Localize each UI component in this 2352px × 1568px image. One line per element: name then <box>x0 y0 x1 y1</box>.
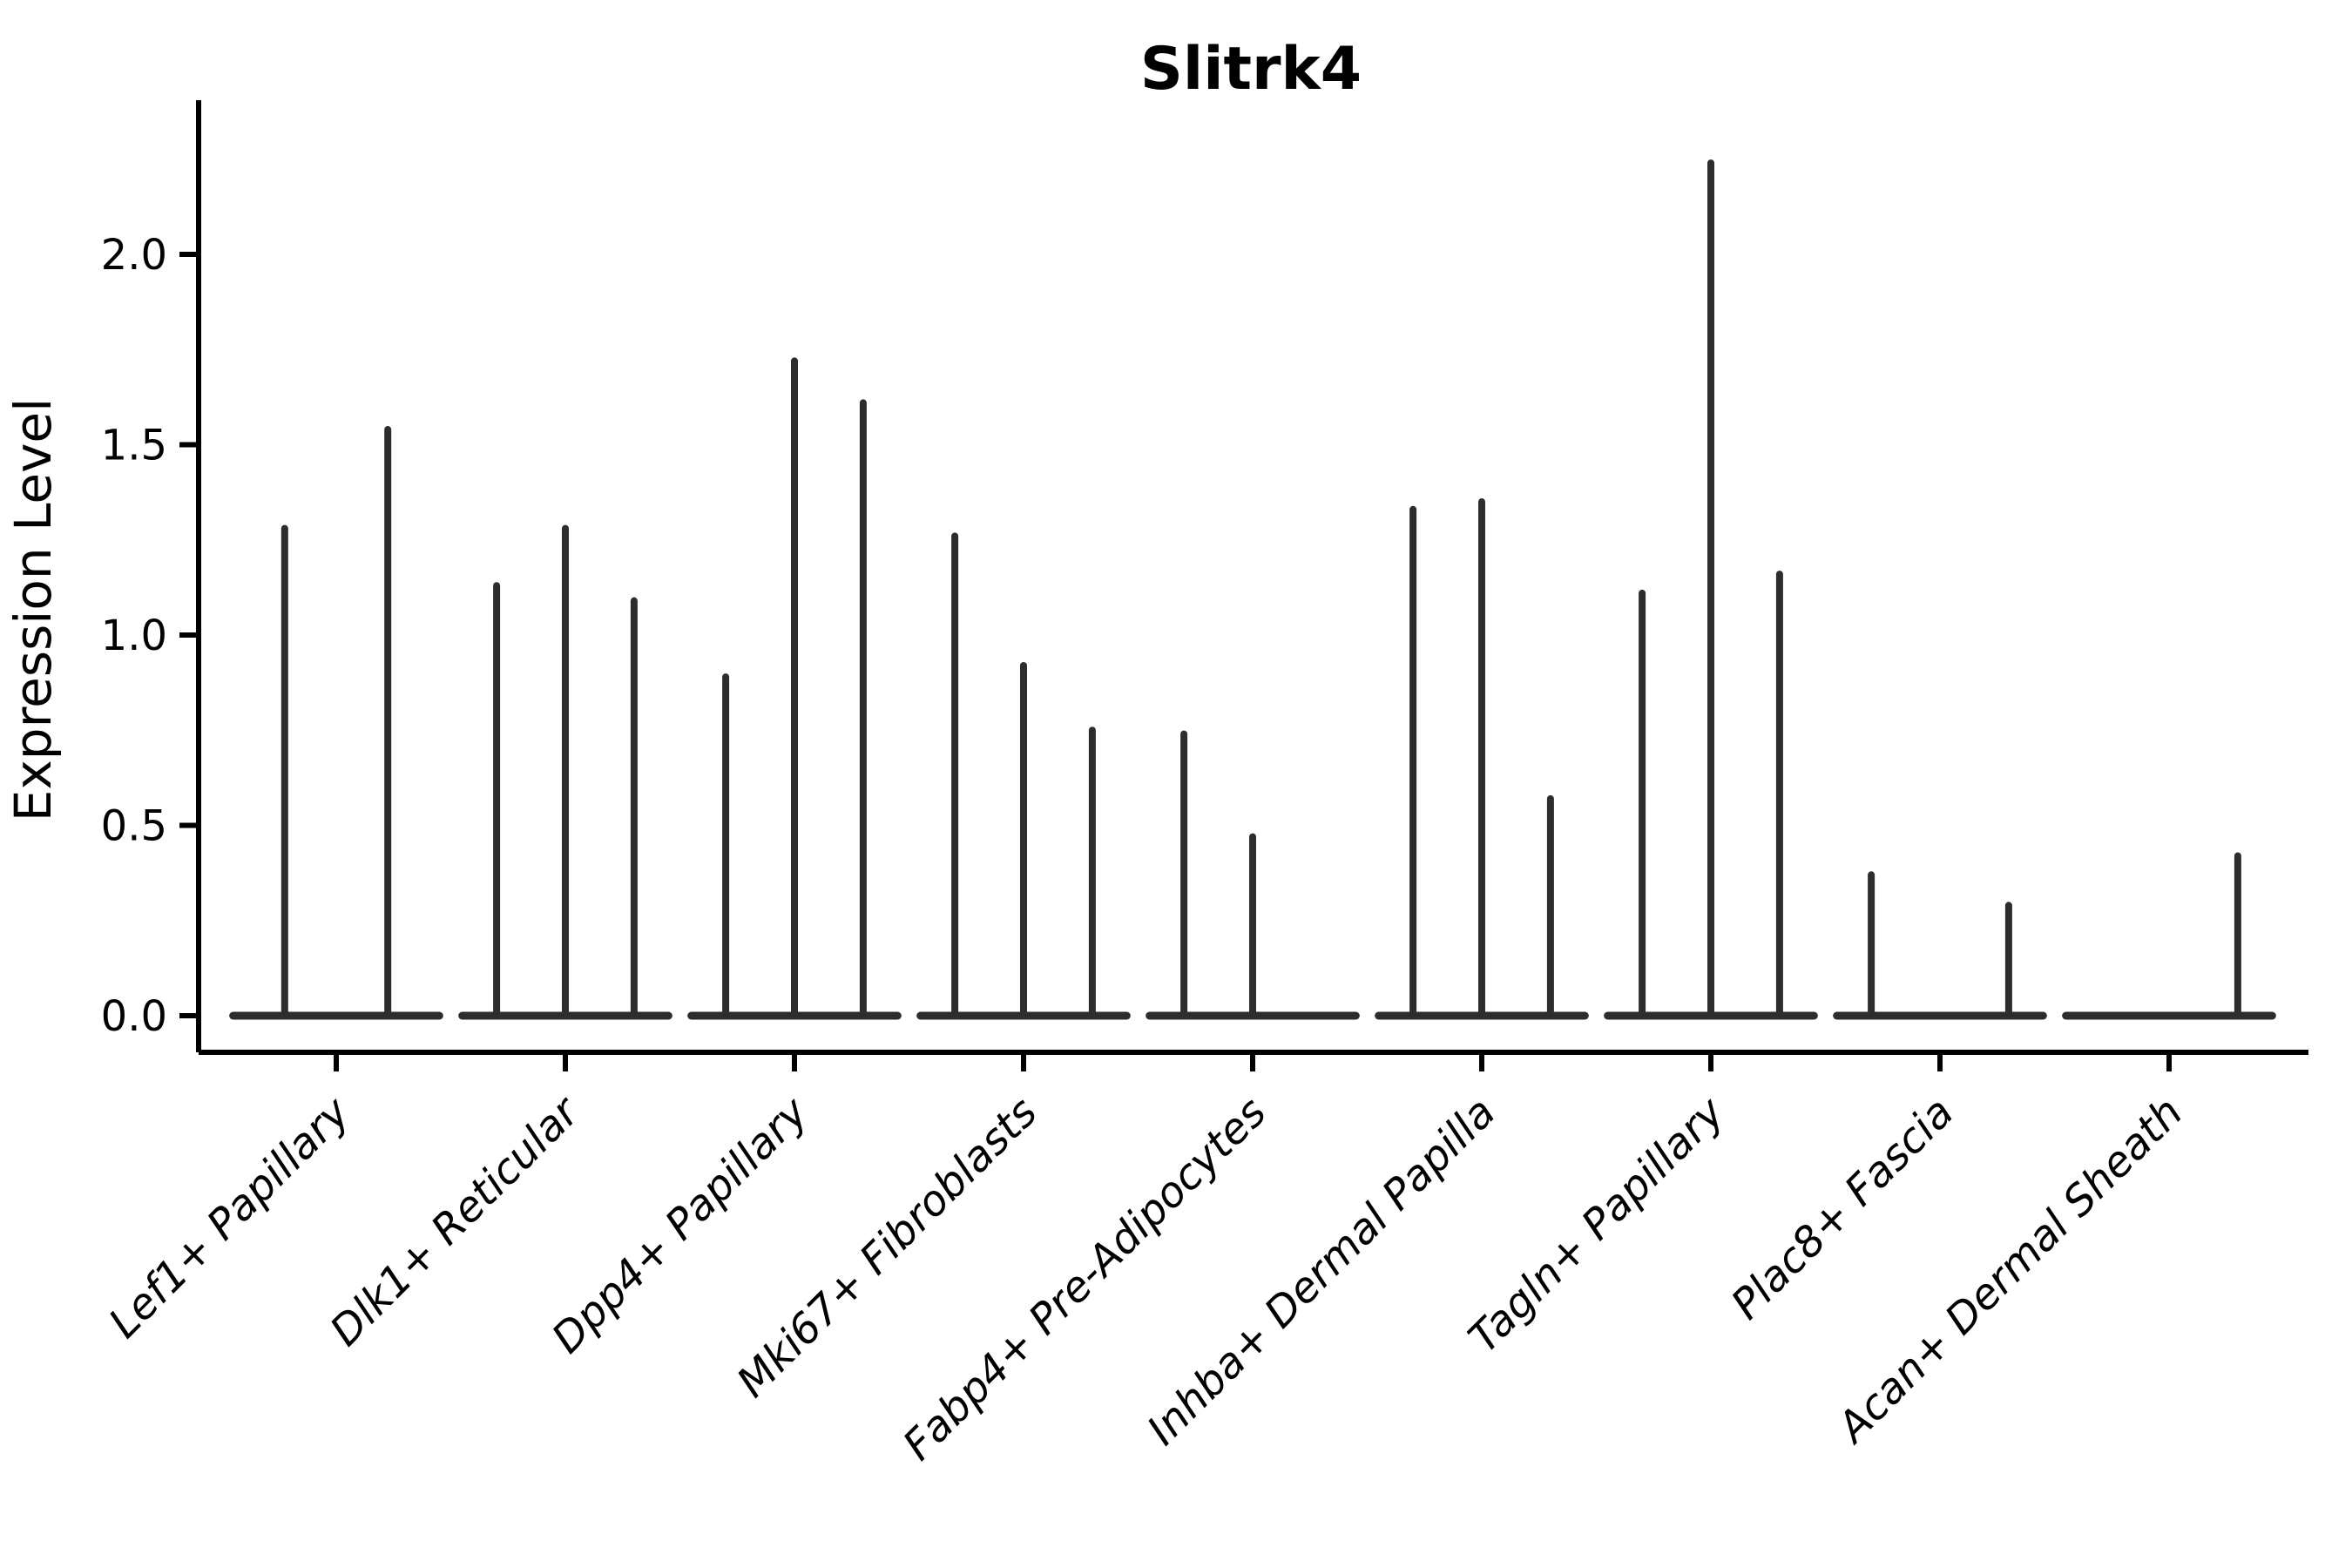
chart-title: Slitrk4 <box>1140 35 1362 104</box>
y-tick-label: 0.5 <box>101 802 167 851</box>
x-tick-label: Fabp4+ Pre-Adipocytes <box>894 1088 1276 1470</box>
x-tick-label: Tagln+ Papillary <box>1459 1087 1734 1362</box>
x-tick-label: Plac8+ Fascia <box>1722 1088 1963 1329</box>
x-tick-label: Lef1+ Papillary <box>99 1087 360 1348</box>
y-axis-label: Expression Level <box>3 398 63 821</box>
violins <box>229 159 2276 1020</box>
y-tick-label: 2.0 <box>101 231 167 280</box>
x-tick-label: Dlk1+ Reticular <box>321 1086 591 1356</box>
y-tick-label: 0.0 <box>101 992 167 1041</box>
y-tick-label: 1.5 <box>101 422 167 470</box>
y-tick-label: 1.0 <box>101 612 167 660</box>
x-tick-label: Dpp4+ Papillary <box>543 1087 818 1362</box>
y-axis-ticks: 0.0 0.5 1.0 1.5 2.0 <box>101 231 199 1041</box>
